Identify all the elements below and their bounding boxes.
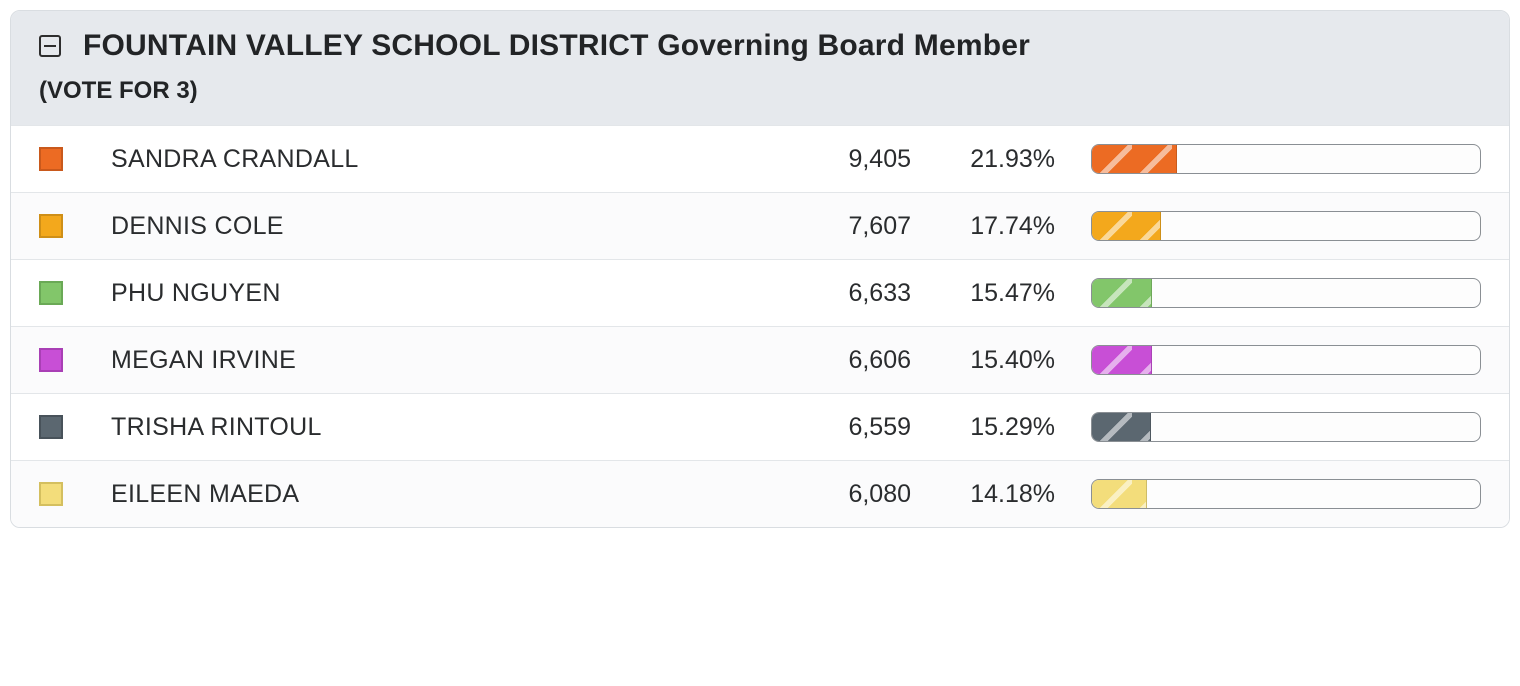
percent-bar-fill xyxy=(1092,480,1147,508)
vote-percent: 21.93% xyxy=(921,145,1091,174)
vote-count: 6,559 xyxy=(751,413,921,442)
percent-bar-fill xyxy=(1092,145,1177,173)
percent-bar xyxy=(1091,144,1481,174)
candidate-row: DENNIS COLE7,60717.74% xyxy=(11,192,1509,259)
candidate-name: MEGAN IRVINE xyxy=(111,346,751,375)
candidate-row: EILEEN MAEDA6,08014.18% xyxy=(11,460,1509,527)
percent-bar xyxy=(1091,412,1481,442)
contest-title: FOUNTAIN VALLEY SCHOOL DISTRICT Governin… xyxy=(83,29,1030,63)
candidate-name: TRISHA RINTOUL xyxy=(111,413,751,442)
percent-bar-fill xyxy=(1092,279,1152,307)
vote-count: 6,080 xyxy=(751,480,921,509)
percent-bar xyxy=(1091,278,1481,308)
percent-bar-fill xyxy=(1092,346,1152,374)
election-results-card: FOUNTAIN VALLEY SCHOOL DISTRICT Governin… xyxy=(10,10,1510,528)
percent-bar xyxy=(1091,345,1481,375)
vote-percent: 15.29% xyxy=(921,413,1091,442)
collapse-button[interactable] xyxy=(39,35,61,57)
color-swatch xyxy=(39,348,63,372)
contest-subtitle: (VOTE FOR 3) xyxy=(39,77,1481,105)
candidate-row: PHU NGUYEN6,63315.47% xyxy=(11,259,1509,326)
header-top-row: FOUNTAIN VALLEY SCHOOL DISTRICT Governin… xyxy=(39,29,1481,63)
candidate-rows: SANDRA CRANDALL9,40521.93%DENNIS COLE7,6… xyxy=(11,125,1509,527)
percent-bar xyxy=(1091,211,1481,241)
vote-percent: 17.74% xyxy=(921,212,1091,241)
vote-count: 6,606 xyxy=(751,346,921,375)
percent-bar-fill xyxy=(1092,413,1151,441)
candidate-row: SANDRA CRANDALL9,40521.93% xyxy=(11,125,1509,192)
candidate-name: SANDRA CRANDALL xyxy=(111,145,751,174)
color-swatch xyxy=(39,281,63,305)
minus-icon xyxy=(44,45,56,47)
color-swatch xyxy=(39,415,63,439)
percent-bar-fill xyxy=(1092,212,1161,240)
vote-count: 9,405 xyxy=(751,145,921,174)
color-swatch xyxy=(39,214,63,238)
percent-bar xyxy=(1091,479,1481,509)
vote-percent: 14.18% xyxy=(921,480,1091,509)
contest-header: FOUNTAIN VALLEY SCHOOL DISTRICT Governin… xyxy=(11,11,1509,125)
candidate-row: MEGAN IRVINE6,60615.40% xyxy=(11,326,1509,393)
vote-count: 7,607 xyxy=(751,212,921,241)
candidate-row: TRISHA RINTOUL6,55915.29% xyxy=(11,393,1509,460)
candidate-name: DENNIS COLE xyxy=(111,212,751,241)
vote-percent: 15.47% xyxy=(921,279,1091,308)
color-swatch xyxy=(39,147,63,171)
color-swatch xyxy=(39,482,63,506)
vote-count: 6,633 xyxy=(751,279,921,308)
candidate-name: EILEEN MAEDA xyxy=(111,480,751,509)
vote-percent: 15.40% xyxy=(921,346,1091,375)
candidate-name: PHU NGUYEN xyxy=(111,279,751,308)
